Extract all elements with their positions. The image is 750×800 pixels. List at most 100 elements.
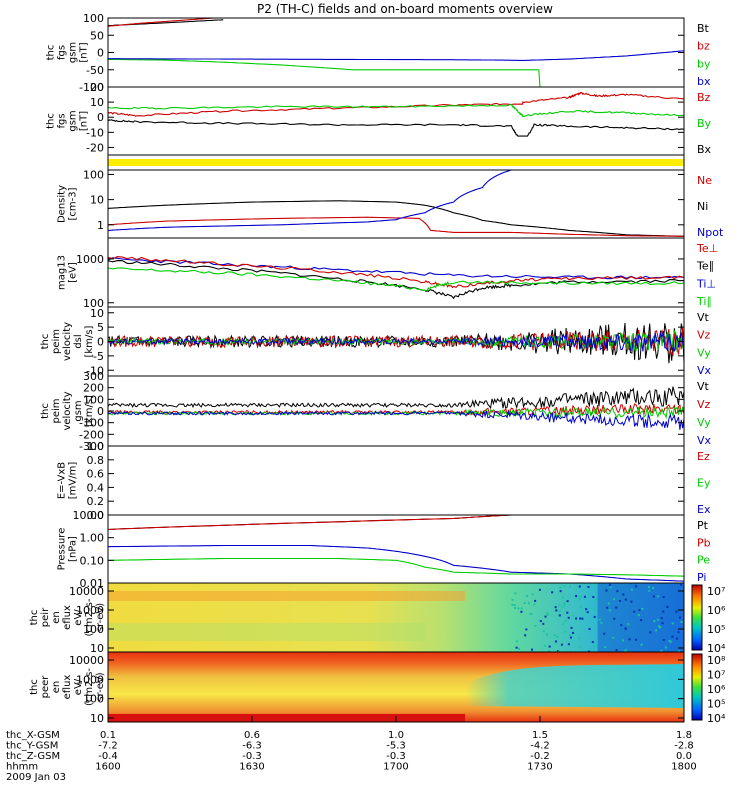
y-tick-label: -5 [93,350,104,363]
y-tick-label: 100 [83,693,104,706]
ion-flux-cell [559,590,562,593]
date-label: 2009 Jan 03 [6,772,66,783]
ion-flux-cell [562,596,565,599]
ion-flux-cell [613,598,616,601]
y-tick-label: 300 [83,370,104,383]
ion-flux-cell [669,640,672,643]
ion-flux-cell [630,588,633,591]
series-npot [108,170,512,231]
ion-flux-cell [657,618,660,621]
y-tick-label: 0 [97,405,104,418]
y-tick-label: 50 [90,29,104,42]
ion-flux-cell [661,622,664,625]
y-axis-label: velocity [62,322,73,361]
ion-flux-cell [675,610,678,613]
ion-flux-cell [570,626,573,629]
y-axis-label: [nT] [79,42,90,62]
ion-flux-cell [568,634,571,637]
legend-vz: Vz [697,398,711,411]
y-axis-label: [eV] [68,262,79,283]
flag-bar [108,159,684,166]
y-tick-label: 100 [83,297,104,310]
legend-ni: Ni [697,200,708,213]
series-ni [108,200,684,237]
ion-flux-cell [637,614,640,617]
series-by [108,58,541,87]
y-axis-label: Pressure [57,528,68,571]
ion-flux-cell [624,627,627,630]
y-tick-label: 1 [97,219,104,232]
ion-flux-cell [545,633,548,636]
electrons-spectrogram [108,652,684,722]
ion-flux-cell [533,603,536,606]
panel-temp: 1000 100 mag13 [eV] Te⊥ Te∥ Ti⊥ Ti∥ [57,237,718,310]
legend-bx: bx [697,75,711,88]
x-row-value: 1630 [239,762,264,773]
ion-flux-cell [518,647,521,650]
ion-flux-cell [546,613,549,616]
y-axis-label: E=-VxB [57,462,68,499]
ion-flux-cell [511,598,514,601]
x-row-value: 1700 [383,762,408,773]
ion-flux-cell [622,593,625,596]
panel-frame [107,237,685,308]
legend-by: By [697,117,712,130]
ion-flux-cell [587,585,590,588]
ion-flux-cell [531,593,534,596]
legend-bz: Bz [697,91,711,104]
ion-flux-cell [593,644,596,647]
ion-flux-cell [515,646,518,649]
ion-flux-cell [566,600,569,603]
panel-ions: 10000 1000 100 10 thc peir en eflux eV/(cm2-s-sr… [29,582,726,655]
ion-flux-cell [647,586,650,589]
ion-flux-cell [564,630,567,633]
legend-vx: Vx [697,434,712,447]
ion-flux-cell [588,650,591,652]
ion-flux-cell [569,650,572,652]
ion-flux-cell [575,595,578,598]
ion-flux-cell [675,637,678,640]
x-row-value: -0.2 [530,751,550,762]
ion-flux-cell [556,635,559,638]
ion-flux-cell [554,606,557,609]
ion-flux-cell [578,585,581,588]
x-row-value: 0.1 [100,730,116,741]
ion-flux-cell [592,596,595,599]
y-tick-label: 10 [90,307,104,320]
ion-flux-cell [633,610,636,613]
y-tick-label: 100 [83,168,104,181]
y-axis-label: thc [29,679,40,695]
ion-flux-cell [595,583,598,586]
ion-flux-cell [579,605,582,608]
ion-flux-cell [529,612,532,615]
y-tick-label: 100 [83,12,104,25]
ion-flux-cell [544,615,547,618]
y-axis-label: thc [40,334,51,350]
y-axis-label: [nT] [79,111,90,131]
y-tick-label: 0 [97,336,104,349]
ion-flux-cell [634,585,637,588]
ion-flux-cell [562,623,565,626]
series-pe [108,557,684,577]
colorbar-label: 10⁶ [707,604,726,617]
ion-flux-cell [640,619,643,622]
x-row-value: 1600 [95,762,120,773]
legend-ey: Ey [697,477,711,490]
ion-flux-cell [640,643,643,646]
ion-flux-cell [615,649,618,652]
y-tick-label: 0.8 [87,454,105,467]
y-tick-label: 10 [90,642,104,655]
x-row-value: -0.3 [242,751,262,762]
legend-pi: Pi [697,571,706,584]
legend-by: by [697,57,711,70]
y-axis-label: (cm2-s- [84,598,95,636]
y-axis-label: [km/s] [84,395,95,427]
ion-flux-band [108,591,466,601]
y-axis-label: sr-eV) [95,603,106,632]
ion-flux-cell [649,631,652,634]
y-tick-label: 100 [83,393,104,406]
ion-flux-cell [608,583,611,586]
y-axis-label: peer [40,675,51,699]
ion-flux-cell [664,646,667,649]
